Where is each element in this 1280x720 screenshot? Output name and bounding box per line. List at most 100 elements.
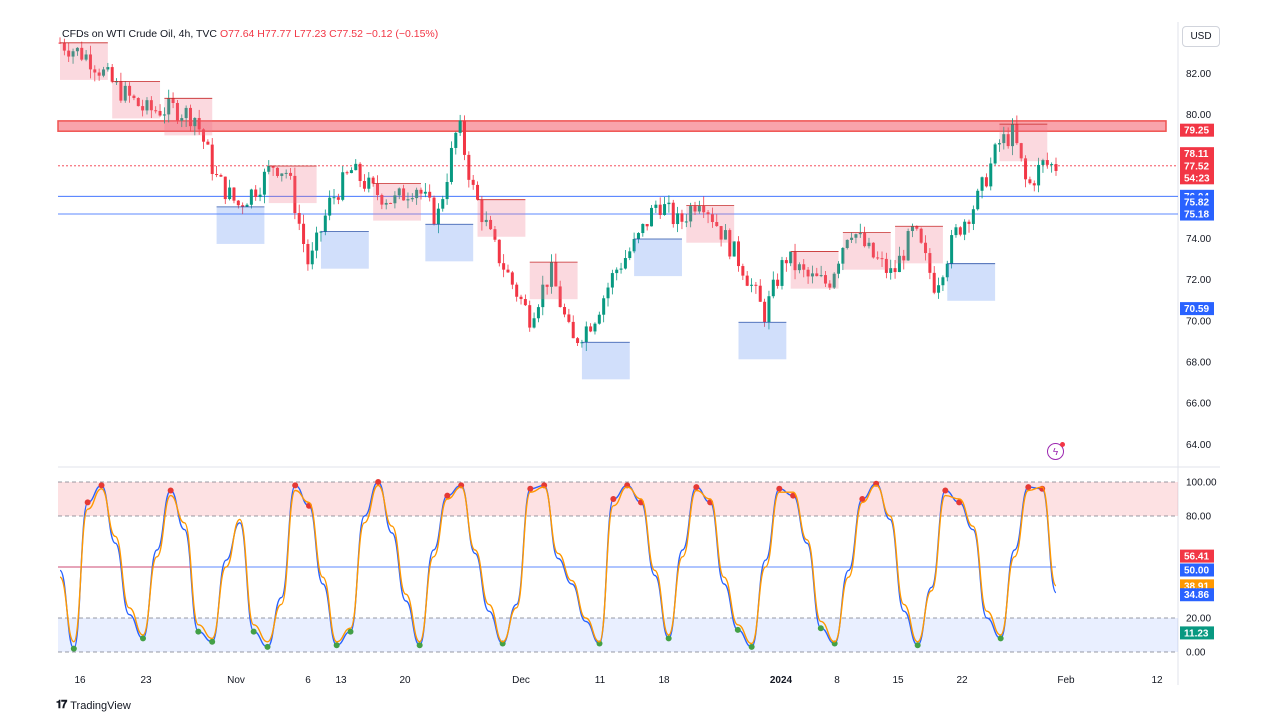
candle-body xyxy=(406,199,410,201)
price-tick-label: 72.00 xyxy=(1186,275,1211,286)
candle-body xyxy=(275,167,279,176)
currency-button[interactable]: USD xyxy=(1182,26,1220,47)
candle-body xyxy=(980,177,984,191)
candle-body xyxy=(341,172,345,200)
candle-body xyxy=(584,326,588,343)
candle-body xyxy=(389,202,393,204)
candle-body xyxy=(606,287,610,299)
candle-body xyxy=(423,191,427,194)
candle-body xyxy=(184,107,188,119)
candle-body xyxy=(284,172,288,174)
candle-body xyxy=(806,269,810,277)
candle-body xyxy=(732,241,736,257)
candle-body xyxy=(1011,124,1015,147)
candle-body xyxy=(784,260,788,264)
candle-body xyxy=(667,202,671,205)
candle-body xyxy=(345,172,349,174)
price-badge-label: 70.59 xyxy=(1184,304,1209,315)
candle-body xyxy=(941,277,945,286)
stoch-tick-label: 0.00 xyxy=(1186,648,1206,659)
candle-body xyxy=(97,72,101,76)
range-box xyxy=(842,232,891,270)
stoch-peak-dot xyxy=(292,482,299,489)
candle-body xyxy=(789,251,793,264)
candle-body xyxy=(289,172,293,176)
candle-body xyxy=(197,117,201,130)
candle-body xyxy=(280,173,284,176)
stoch-peak-dot xyxy=(527,485,534,492)
symbol-label[interactable]: CFDs on WTI Crude Oil, 4h, TVC xyxy=(62,28,218,40)
price-badge-label: 54:23 xyxy=(1184,173,1210,184)
price-badge: 78.11 xyxy=(1180,147,1214,161)
candle-body xyxy=(145,100,149,111)
candle-body xyxy=(71,51,75,57)
candle-body xyxy=(628,251,632,259)
candle-body xyxy=(706,212,710,215)
chart-legend[interactable]: CFDs on WTI Crude Oil, 4h, TVC O77.64 H7… xyxy=(62,28,438,40)
candle-body xyxy=(797,264,801,271)
stoch-trough-dot xyxy=(817,625,824,632)
candle-body xyxy=(1015,124,1019,144)
candle-body xyxy=(84,54,88,60)
candle-body xyxy=(315,232,319,251)
stoch-peak-dot xyxy=(84,499,91,506)
candle-body xyxy=(915,226,919,229)
candle-body xyxy=(393,195,397,204)
candle-body xyxy=(693,206,697,212)
stoch-trough-dot xyxy=(333,642,340,649)
candle-body xyxy=(354,163,358,171)
candle-body xyxy=(519,296,523,300)
candle-body xyxy=(402,188,406,201)
candle-body xyxy=(1045,160,1049,165)
candle-body xyxy=(262,171,266,195)
range-box xyxy=(686,205,735,243)
candle-body xyxy=(593,323,597,332)
candle-body xyxy=(850,237,854,240)
candle-body xyxy=(654,204,658,208)
candle-body xyxy=(819,275,823,277)
candle-body xyxy=(741,266,745,276)
candle-body xyxy=(110,67,114,82)
candle-body xyxy=(697,205,701,212)
candle-body xyxy=(1037,164,1041,186)
candle-body xyxy=(1024,158,1028,180)
candle-body xyxy=(241,205,245,207)
candle-body xyxy=(715,222,719,227)
price-badge-bg xyxy=(1180,171,1214,185)
candle-body xyxy=(271,166,275,168)
time-tick-label: 6 xyxy=(305,675,311,686)
candle-body xyxy=(971,209,975,224)
candle-body xyxy=(493,229,497,240)
candle-body xyxy=(680,213,684,222)
candle-body xyxy=(619,268,623,270)
candle-body xyxy=(123,85,127,101)
candle-body xyxy=(754,284,758,286)
stoch-trough-dot xyxy=(347,628,354,635)
candle-body xyxy=(80,47,84,60)
candle-body xyxy=(928,253,932,273)
range-box xyxy=(112,81,161,119)
candle-body xyxy=(924,242,928,254)
candle-body xyxy=(428,191,432,198)
price-badge-label: 78.11 xyxy=(1184,149,1209,160)
candle-body xyxy=(867,242,871,247)
range-boxes xyxy=(60,42,1048,380)
stoch-badge: 11.23 xyxy=(1180,626,1214,640)
candle-body xyxy=(1006,134,1010,147)
tradingview-brand[interactable]: 𝟏𝟕 TradingView xyxy=(56,699,131,712)
candle-body xyxy=(1028,179,1032,184)
price-tick-label: 66.00 xyxy=(1186,399,1211,410)
price-badge-bg xyxy=(1180,302,1214,316)
alert-icon[interactable]: ϟ xyxy=(1047,442,1065,460)
candle-body xyxy=(523,299,527,306)
candle-body xyxy=(610,273,614,288)
candle-body xyxy=(1032,183,1036,186)
candle-body xyxy=(458,120,462,133)
candle-body xyxy=(128,85,132,96)
candle-body xyxy=(710,214,714,223)
price-tick-label: 74.00 xyxy=(1186,234,1211,245)
candle-body xyxy=(219,175,223,177)
candle-body xyxy=(689,206,693,222)
range-box xyxy=(581,342,630,380)
candle-body xyxy=(884,258,888,273)
